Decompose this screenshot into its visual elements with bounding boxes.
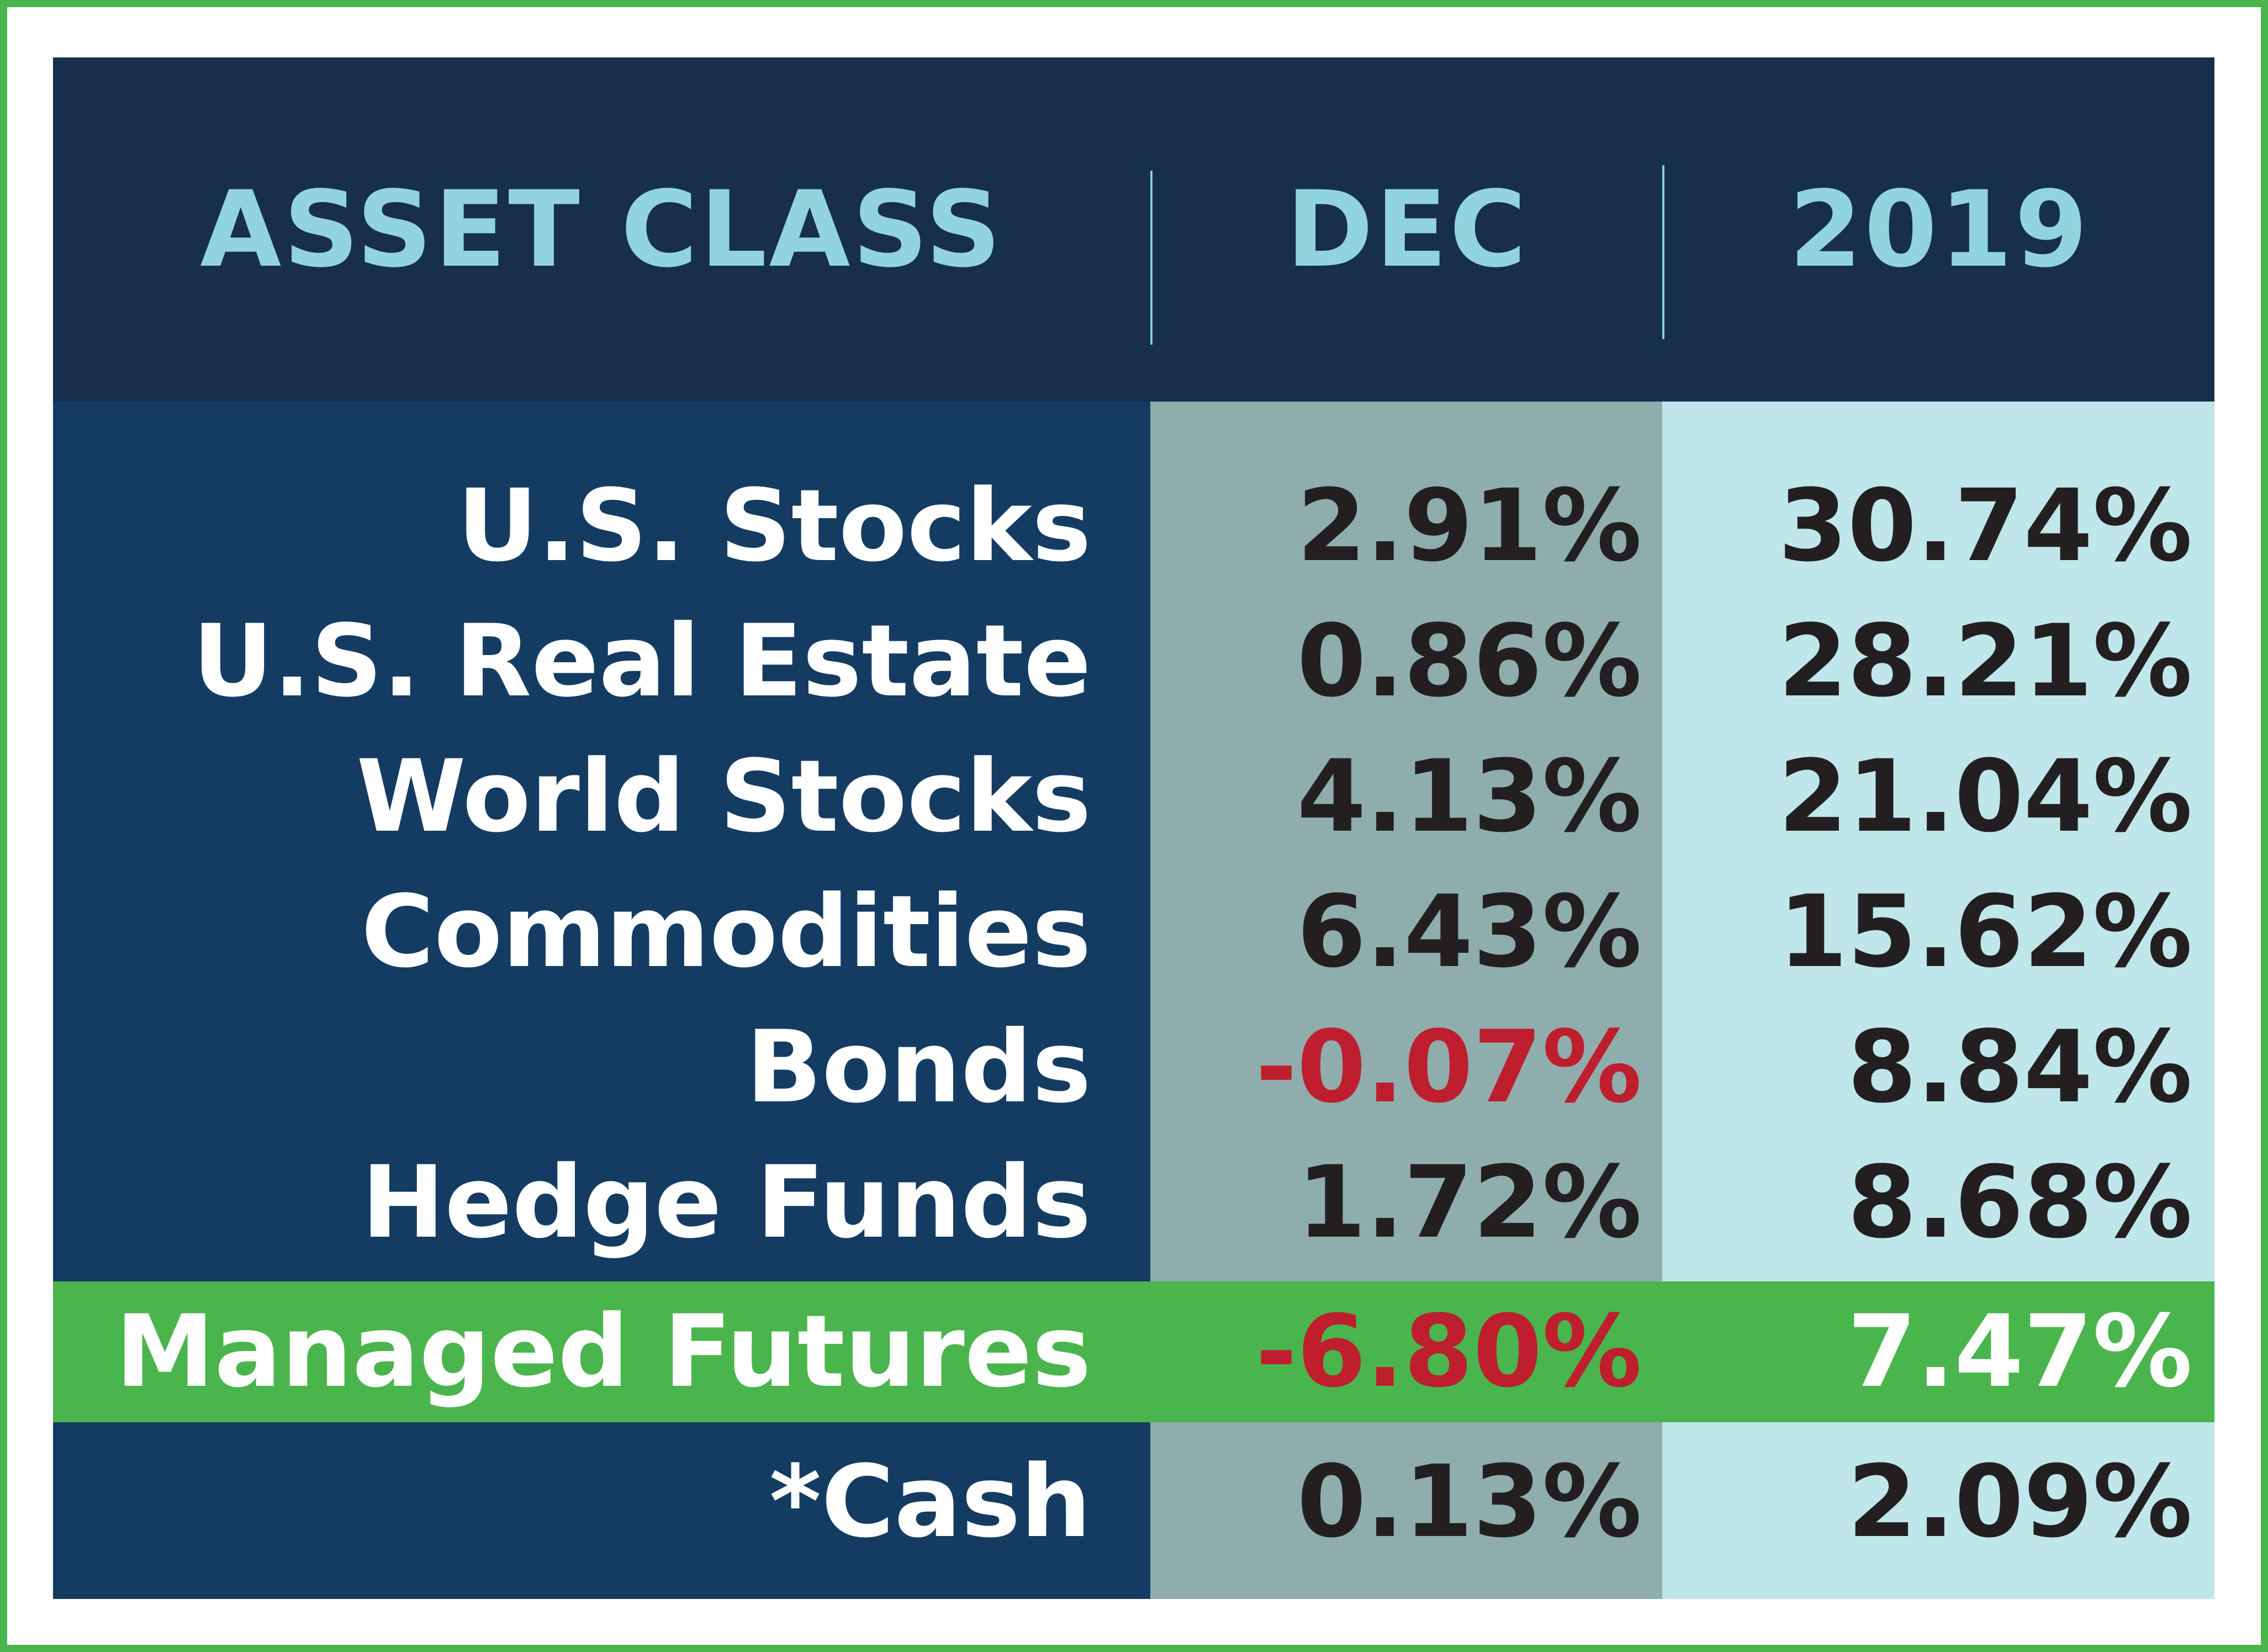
ytd-value: 2.09%: [1847, 1444, 2192, 1560]
asset-name: *Cash: [769, 1444, 1091, 1560]
header-divider: [1150, 171, 1152, 345]
asset-name: Managed Futures: [115, 1294, 1091, 1410]
table-row: Hedge Funds 1.72% 8.68%: [53, 1135, 2214, 1270]
table-row: World Stocks 4.13% 21.04%: [53, 729, 2214, 864]
dec-value: 1.72%: [1297, 1145, 1642, 1260]
table-row: Commodities 6.43% 15.62%: [53, 864, 2214, 1000]
asset-name: Hedge Funds: [361, 1145, 1091, 1260]
table-row: U.S. Stocks 2.91% 30.74%: [53, 458, 2214, 594]
ytd-value: 15.62%: [1778, 874, 2192, 990]
asset-class-returns-table: ASSET CLASS DEC 2019 U.S. Stocks 2.91% 3…: [53, 57, 2214, 1599]
ytd-value: 8.68%: [1847, 1145, 2192, 1260]
table-row-highlighted: Managed Futures -6.80% 7.47%: [53, 1281, 2214, 1422]
asset-name: Bonds: [746, 1010, 1091, 1125]
header-dec: DEC: [1286, 168, 1529, 291]
dec-value: 0.86%: [1297, 604, 1642, 719]
ytd-value: 30.74%: [1778, 468, 2192, 584]
dec-value: 6.43%: [1297, 874, 1642, 990]
ytd-value: 7.47%: [1847, 1294, 2192, 1410]
table-header: ASSET CLASS DEC 2019: [53, 57, 2214, 402]
dec-value: 2.91%: [1297, 468, 1642, 584]
header-2019: 2019: [1789, 168, 2090, 291]
table-row: Bonds -0.07% 8.84%: [53, 1000, 2214, 1135]
asset-name: U.S. Stocks: [457, 468, 1091, 584]
header-divider: [1662, 165, 1664, 339]
ytd-value: 21.04%: [1778, 739, 2192, 854]
dec-value: 4.13%: [1297, 739, 1642, 854]
ytd-value: 28.21%: [1778, 604, 2192, 719]
dec-value: 0.13%: [1297, 1444, 1642, 1560]
ytd-value: 8.84%: [1847, 1010, 2192, 1125]
table-row: U.S. Real Estate 0.86% 28.21%: [53, 594, 2214, 729]
table-row: *Cash 0.13% 2.09%: [53, 1430, 2214, 1574]
asset-name: World Stocks: [356, 739, 1091, 854]
asset-name: U.S. Real Estate: [192, 604, 1091, 719]
header-asset-class: ASSET CLASS: [200, 168, 1003, 291]
dec-value-negative: -6.80%: [1255, 1294, 1642, 1410]
dec-value-negative: -0.07%: [1255, 1010, 1642, 1125]
asset-name: Commodities: [361, 874, 1091, 990]
